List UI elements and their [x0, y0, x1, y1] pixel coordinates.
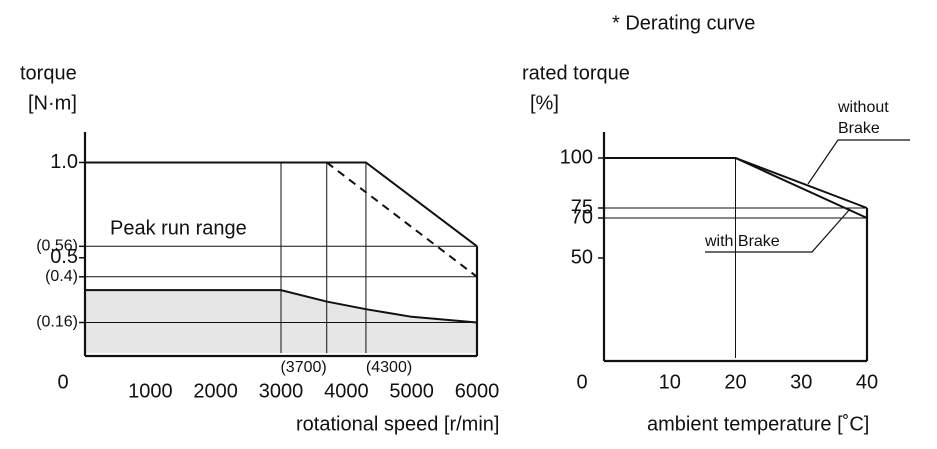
series-line	[85, 289, 478, 324]
y-tick-label: 1.0	[50, 151, 78, 173]
series-line	[85, 161, 478, 248]
y-tick-label: 70	[571, 206, 593, 228]
x-tick-label: 6000	[455, 380, 500, 402]
y-tick-label: 100	[560, 146, 593, 168]
y-tick-label: 0.5	[50, 246, 78, 268]
x-tick-label: 2000	[193, 380, 238, 402]
series-line	[326, 161, 478, 278]
x-tick-label: 3000	[259, 380, 304, 402]
y-tick-label: 75	[571, 196, 593, 218]
series-line	[604, 157, 868, 219]
x-tick-label: 20	[724, 371, 746, 393]
x-tick-label: 5000	[389, 380, 434, 402]
leader-lines	[705, 139, 910, 253]
y-tick-label: 50	[571, 246, 593, 268]
series-label: with Brake	[704, 233, 780, 250]
x-tick-label: 10	[659, 371, 681, 393]
y-tick-label: (0.56)	[36, 238, 78, 255]
y-axis-label: rated torque	[522, 62, 630, 84]
x-tick-label: 4000	[324, 380, 369, 402]
series-label: Peak run range	[110, 217, 247, 239]
y-axis-label: [N·m]	[28, 92, 77, 114]
x-tick-label: 30	[790, 371, 812, 393]
annotation: (4300)	[366, 359, 412, 376]
y-tick-label: (0.4)	[45, 268, 78, 285]
y-axis-label: [%]	[530, 92, 559, 114]
leader	[807, 139, 910, 185]
x-axis-label: ambient temperature [˚C]	[647, 413, 869, 435]
y-tick-label: (0.16)	[36, 314, 78, 331]
y-axis-label: torque	[20, 62, 77, 84]
leader	[705, 208, 851, 253]
annotation: (3700)	[280, 359, 326, 376]
title: * Derating curve	[612, 12, 755, 34]
x-tick-label: 40	[856, 371, 878, 393]
x-axis-label: rotational speed [r/min]	[296, 413, 499, 435]
x-tick-label: 1000	[128, 380, 173, 402]
series-label: without Brake	[837, 99, 889, 137]
x-tick-label: 0	[57, 371, 68, 393]
x-tick-label: 0	[576, 371, 587, 393]
